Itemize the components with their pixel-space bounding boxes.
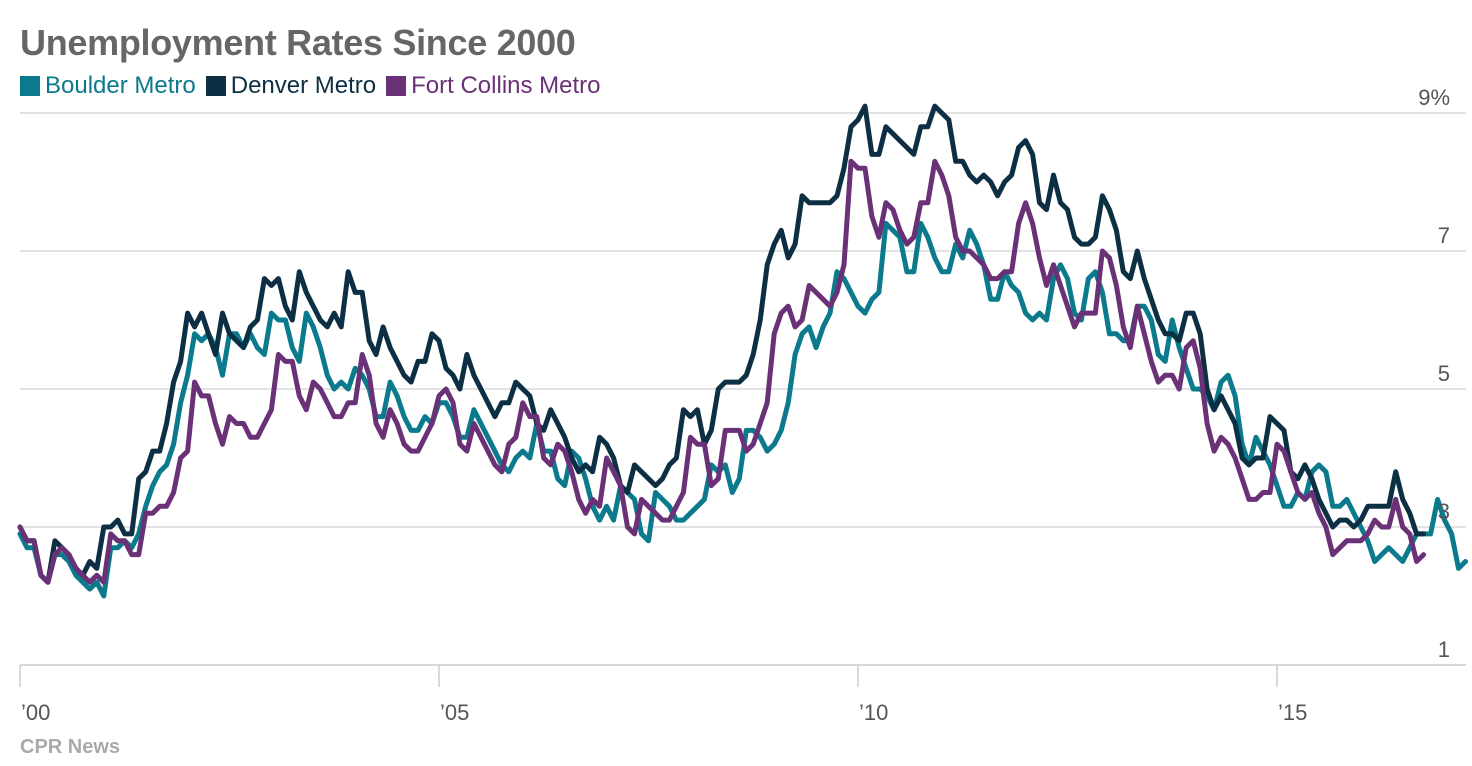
legend-swatch-fort-collins [386, 76, 407, 96]
series-line-denver-metro [17, 103, 1427, 585]
x-tick-label: ’05 [440, 700, 469, 725]
x-tick-label: ’10 [859, 700, 888, 725]
series-layer [17, 103, 1468, 599]
legend-label-fort-collins: Fort Collins Metro [411, 72, 601, 99]
y-tick-label: 9% [1418, 85, 1450, 110]
legend: Boulder Metro Denver Metro Fort Collins … [20, 72, 611, 100]
y-tick-label: 7 [1438, 223, 1450, 248]
legend-swatch-boulder [20, 76, 40, 96]
x-tick-label: ’00 [21, 700, 50, 725]
legend-label-denver: Denver Metro [230, 72, 377, 99]
chart-title: Unemployment Rates Since 2000 [20, 22, 576, 63]
grid-layer [20, 112, 1466, 666]
legend-label-boulder: Boulder Metro [45, 72, 196, 99]
series-line-boulder-metro [17, 220, 1468, 599]
y-tick-label: 1 [1438, 637, 1450, 662]
x-tick-label: ’15 [1278, 700, 1307, 725]
legend-item-fort-collins: Fort Collins Metro [386, 72, 601, 100]
y-tick-label: 5 [1438, 361, 1450, 386]
legend-swatch-denver [205, 76, 226, 96]
legend-item-denver: Denver Metro [205, 72, 377, 100]
axis-layer: 9% 7 5 3 1 ’00 ’05 ’10 ’15 [19, 85, 1450, 725]
y-tick-label: 3 [1438, 499, 1450, 524]
source-credit: CPR News [20, 736, 121, 758]
series-line-fort-collins-metro [17, 158, 1427, 585]
legend-item-boulder: Boulder Metro [20, 72, 196, 100]
